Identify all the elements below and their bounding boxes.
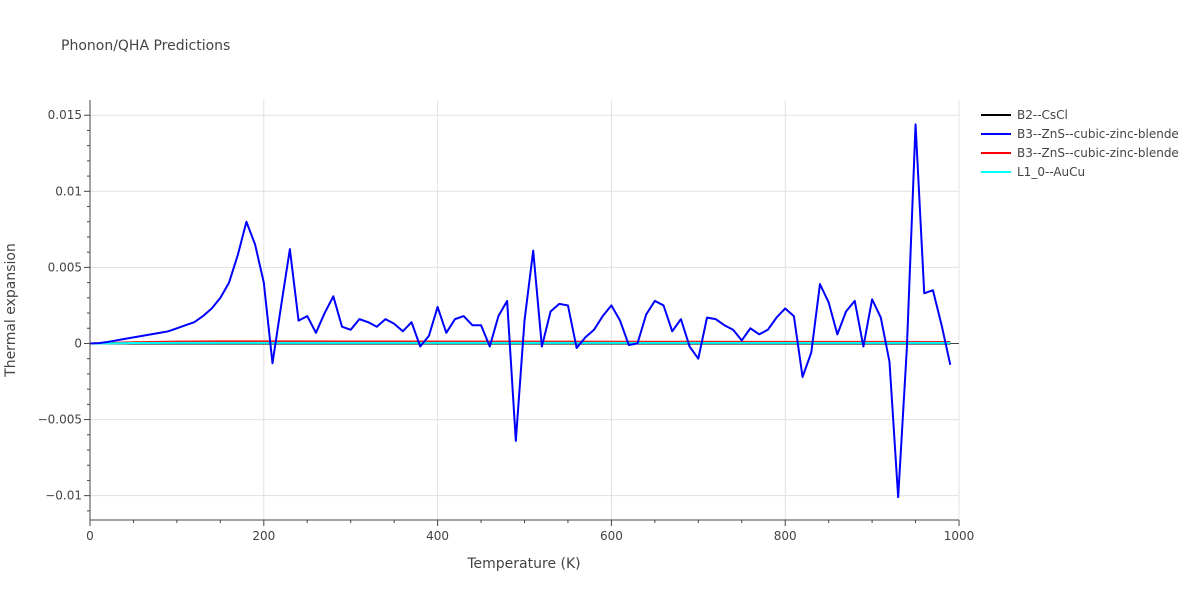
series-line-1 — [89, 123, 952, 499]
grid-lines — [90, 100, 960, 520]
x-tick-label: 800 — [774, 529, 797, 543]
y-tick-label: 0.015 — [48, 108, 82, 122]
y-tick-label: −0.005 — [38, 413, 82, 427]
y-tick-label: 0 — [74, 336, 82, 350]
legend-item[interactable]: B2--CsCl — [981, 108, 1068, 122]
x-axis-title: Temperature (K) — [466, 556, 580, 572]
x-tick-label: 400 — [426, 529, 449, 543]
x-tick-label: 200 — [252, 529, 275, 543]
y-tick-label: 0.005 — [48, 260, 82, 274]
legend-label: B3--ZnS--cubic-zinc-blende — [1017, 127, 1179, 141]
y-tick-label: 0.01 — [55, 184, 82, 198]
x-axis: 0 200 400 600 800 1000 — [86, 529, 974, 543]
legend-item[interactable]: L1_0--AuCu — [981, 165, 1085, 179]
x-tick-label: 600 — [600, 529, 623, 543]
y-axis: −0.01 −0.005 0 0.005 0.01 0.015 — [38, 108, 82, 502]
series-line-3 — [89, 341, 951, 345]
y-tick-label: −0.01 — [45, 489, 82, 503]
legend-label: B3--ZnS--cubic-zinc-blende — [1017, 146, 1179, 160]
legend[interactable]: B2--CsCl B3--ZnS--cubic-zinc-blende B3--Zn… — [981, 108, 1179, 179]
x-tick-label: 0 — [86, 529, 94, 543]
axes — [84, 100, 960, 526]
legend-label: B2--CsCl — [1017, 108, 1068, 122]
legend-label: L1_0--AuCu — [1017, 165, 1085, 179]
chart-title: Phonon/QHA Predictions — [61, 38, 230, 54]
plot-area — [89, 123, 952, 499]
legend-item[interactable]: B3--ZnS--cubic-zinc-blende — [981, 127, 1179, 141]
y-axis-title: Thermal expansion — [3, 243, 19, 378]
x-tick-label: 1000 — [944, 529, 975, 543]
legend-item[interactable]: B3--ZnS--cubic-zinc-blende — [981, 146, 1179, 160]
